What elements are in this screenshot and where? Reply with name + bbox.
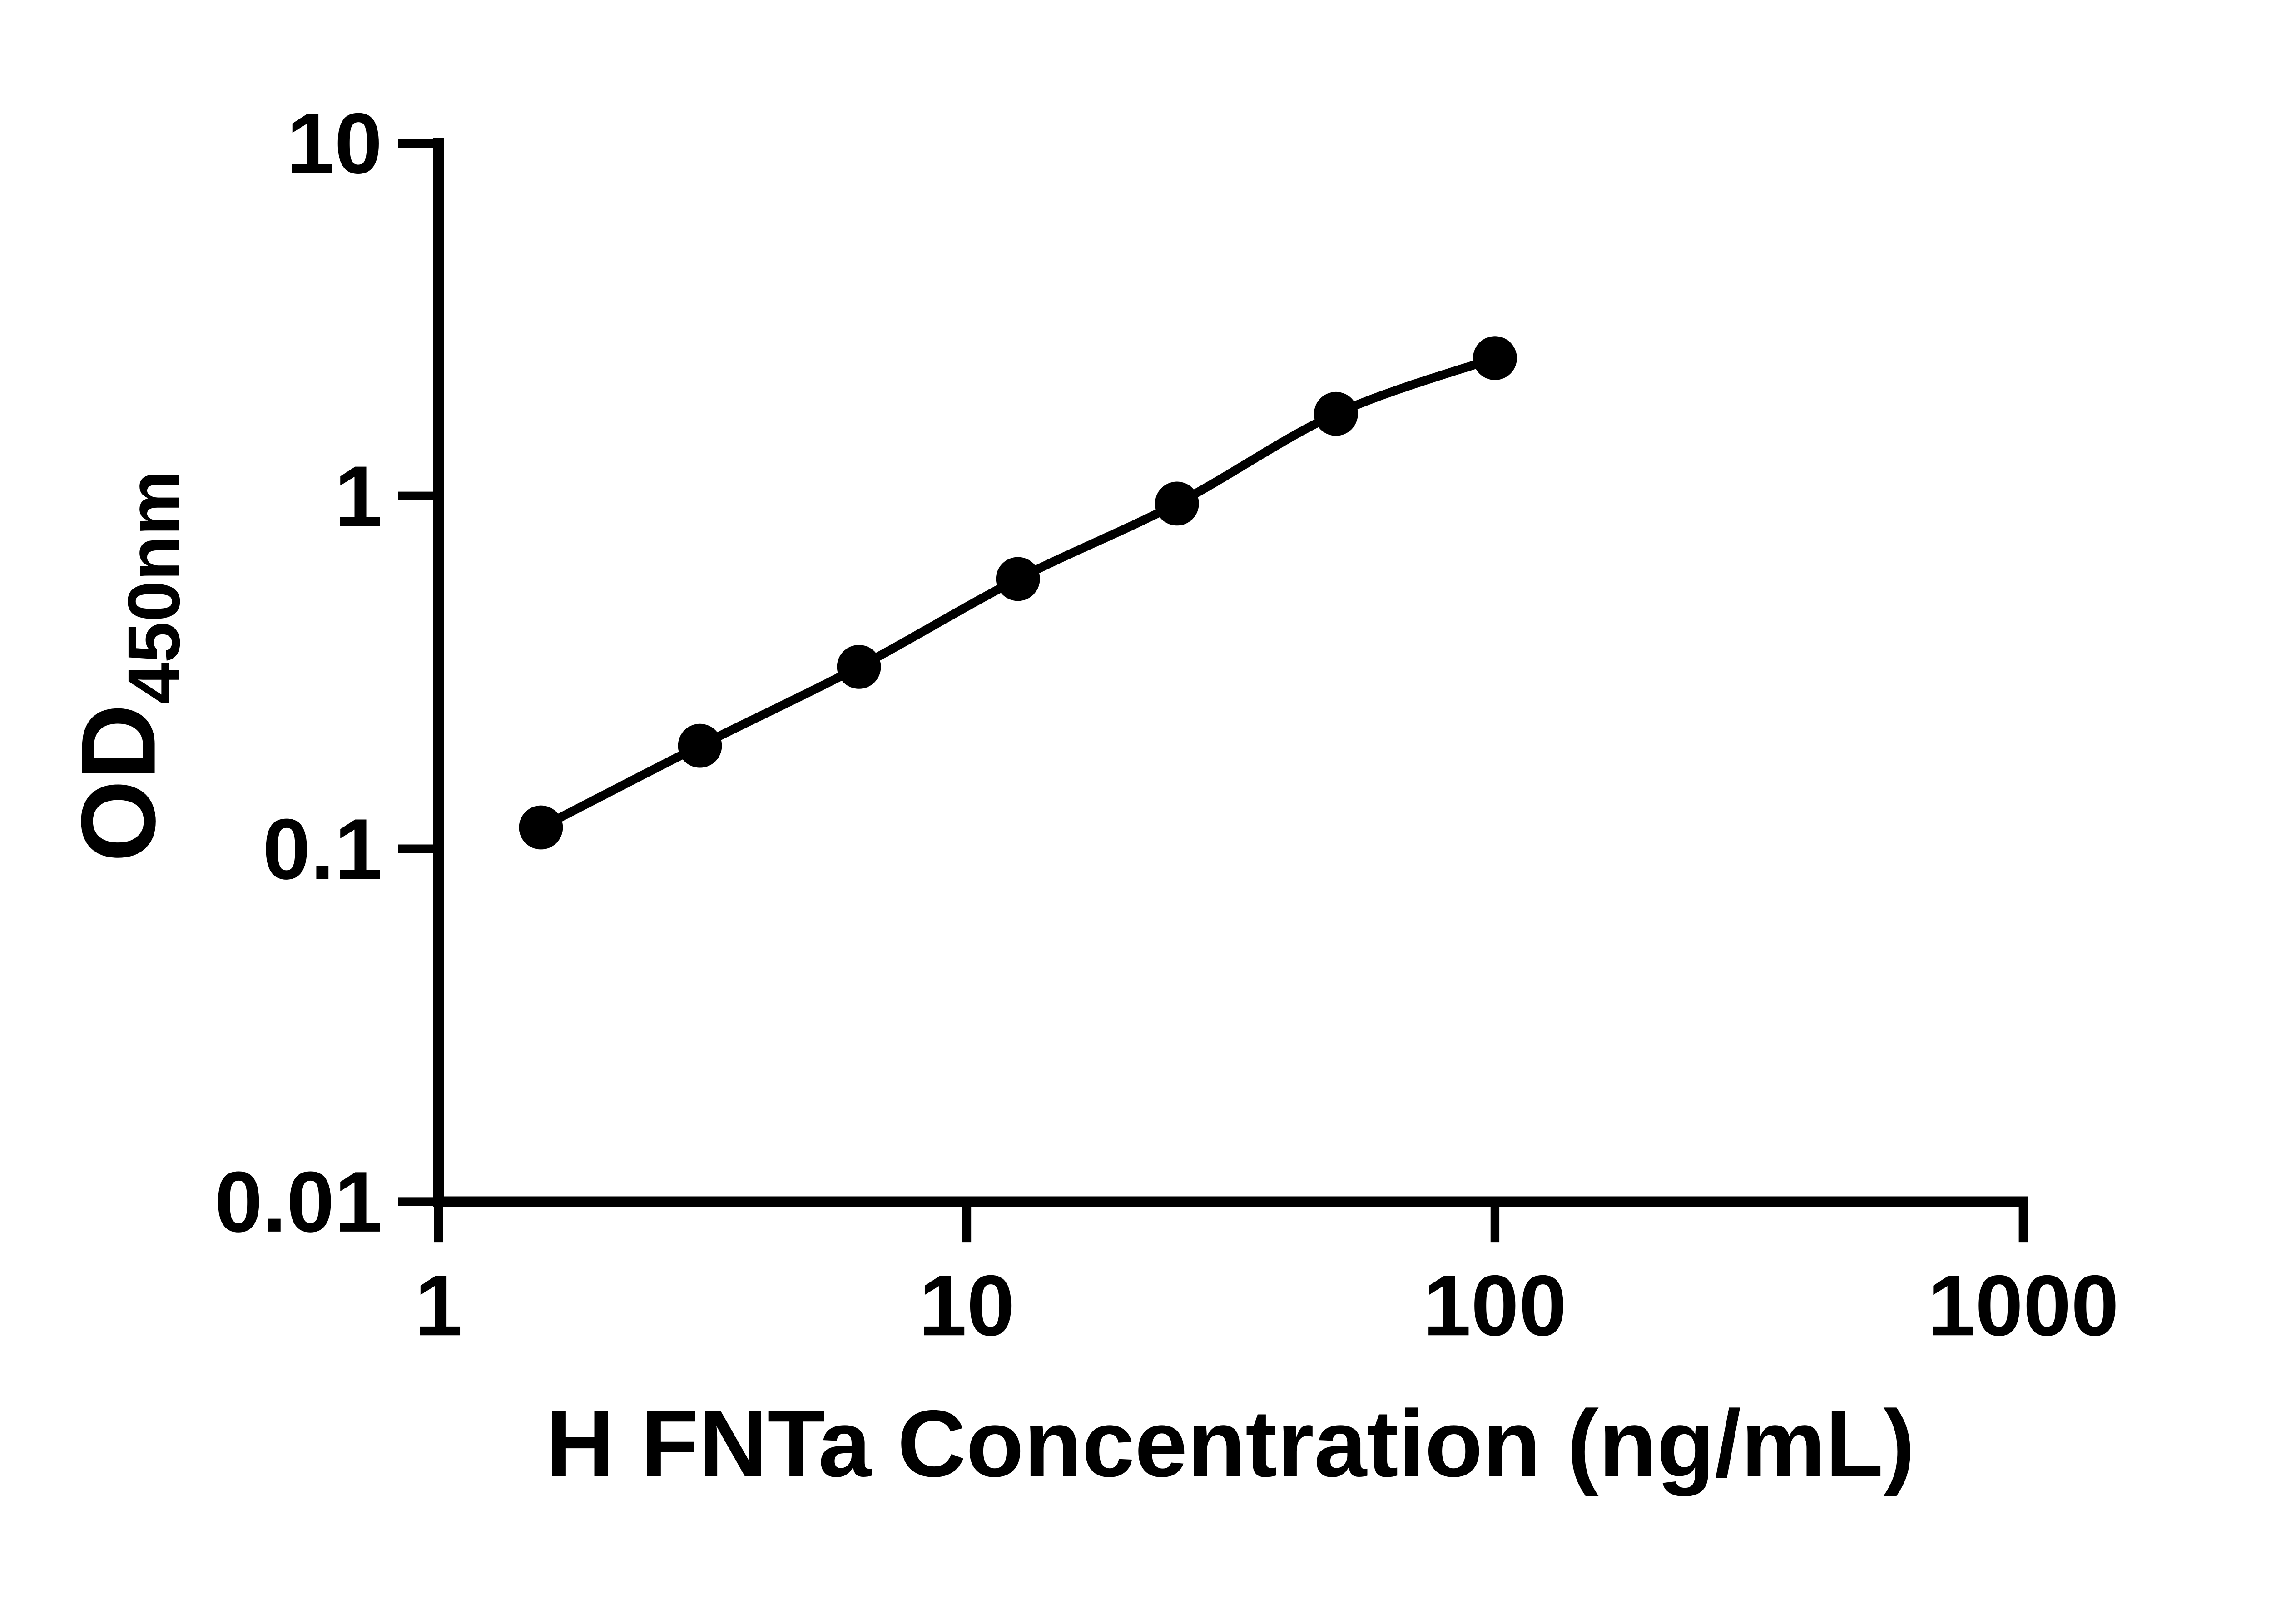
y-axis-title-subscript: 450nm	[113, 470, 195, 704]
y-tick-label: 1	[334, 448, 382, 545]
plot-area: 1 10 100 1000 10 1 0.1 0.01	[215, 95, 2119, 1354]
y-tick-label: 0.01	[215, 1154, 382, 1250]
x-tick-label: 1000	[1927, 1258, 2119, 1354]
chart-canvas: 1 10 100 1000 10 1 0.1 0.01 H FNTa Concentratio…	[60, 95, 2119, 1497]
data-point	[1155, 481, 1199, 526]
data-point	[678, 723, 722, 768]
data-point	[837, 645, 881, 689]
y-tick-label: 10	[287, 95, 382, 192]
data-point	[1473, 336, 1517, 380]
x-tick-label: 10	[919, 1258, 1015, 1354]
x-tick-label: 1	[415, 1258, 462, 1354]
y-axis-title-main: OD	[60, 704, 178, 862]
data-point	[996, 557, 1040, 601]
data-point	[519, 805, 563, 850]
y-axis-title: OD450nm	[60, 470, 195, 862]
x-tick-label: 100	[1423, 1258, 1567, 1354]
y-tick-label: 0.1	[263, 801, 382, 897]
data-point	[1314, 391, 1358, 436]
elisa-standard-curve-figure: 1 10 100 1000 10 1 0.1 0.01 H FNTa Concentratio…	[60, 95, 2119, 1497]
x-axis-title: H FNTa Concentration (ng/mL)	[546, 1391, 1915, 1497]
